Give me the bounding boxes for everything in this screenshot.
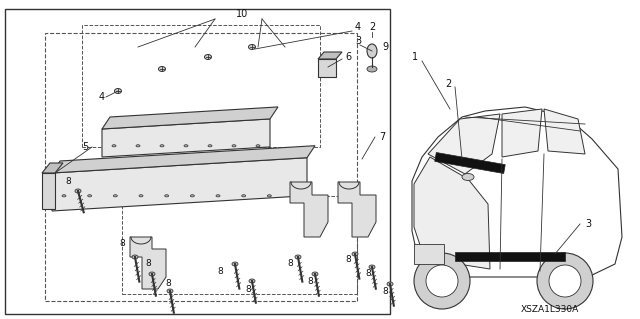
Ellipse shape (208, 145, 212, 147)
Circle shape (549, 265, 581, 297)
Polygon shape (130, 237, 166, 289)
Ellipse shape (248, 44, 255, 49)
Polygon shape (42, 173, 55, 209)
Text: 8: 8 (287, 259, 293, 269)
Polygon shape (318, 59, 336, 77)
Text: 3: 3 (585, 219, 591, 229)
Text: 3: 3 (355, 36, 361, 46)
Ellipse shape (205, 55, 211, 60)
Text: 2: 2 (369, 22, 375, 32)
Text: 8: 8 (65, 176, 71, 186)
FancyBboxPatch shape (5, 9, 390, 314)
Text: 8: 8 (245, 285, 251, 293)
Ellipse shape (184, 145, 188, 147)
Ellipse shape (75, 189, 81, 193)
Text: 4: 4 (99, 92, 105, 102)
Text: 8: 8 (365, 270, 371, 278)
Text: 10: 10 (236, 9, 248, 19)
Ellipse shape (139, 195, 143, 197)
Ellipse shape (268, 195, 271, 197)
Polygon shape (52, 146, 315, 173)
Ellipse shape (159, 66, 166, 71)
FancyBboxPatch shape (414, 244, 444, 264)
Text: 2: 2 (445, 79, 451, 89)
Ellipse shape (256, 145, 260, 147)
Ellipse shape (115, 88, 122, 93)
Ellipse shape (164, 195, 169, 197)
Polygon shape (428, 114, 500, 174)
Circle shape (414, 253, 470, 309)
Ellipse shape (293, 195, 297, 197)
Ellipse shape (312, 272, 318, 276)
Text: 8: 8 (165, 279, 171, 288)
Ellipse shape (113, 195, 117, 197)
Text: 8: 8 (307, 277, 313, 286)
Ellipse shape (216, 195, 220, 197)
Polygon shape (52, 158, 307, 211)
Ellipse shape (232, 262, 238, 266)
Ellipse shape (62, 195, 66, 197)
Ellipse shape (112, 145, 116, 147)
Polygon shape (412, 107, 622, 277)
Ellipse shape (242, 195, 246, 197)
Text: 6: 6 (345, 52, 351, 62)
Text: XSZA1L330A: XSZA1L330A (521, 305, 579, 314)
Ellipse shape (160, 145, 164, 147)
Text: 8: 8 (345, 255, 351, 263)
Polygon shape (435, 152, 505, 174)
Text: 1: 1 (412, 52, 418, 62)
Polygon shape (544, 109, 585, 154)
Polygon shape (102, 107, 278, 129)
Ellipse shape (132, 255, 138, 259)
Ellipse shape (136, 145, 140, 147)
Polygon shape (502, 109, 542, 157)
Polygon shape (102, 119, 270, 157)
Ellipse shape (149, 272, 155, 276)
Circle shape (426, 265, 458, 297)
Ellipse shape (352, 252, 358, 256)
Text: 7: 7 (379, 132, 385, 142)
Polygon shape (414, 157, 490, 269)
Ellipse shape (249, 279, 255, 283)
Text: 9: 9 (382, 42, 388, 52)
Ellipse shape (367, 44, 377, 58)
Ellipse shape (190, 195, 195, 197)
Ellipse shape (88, 195, 92, 197)
Polygon shape (455, 252, 565, 261)
Polygon shape (318, 52, 342, 59)
Ellipse shape (387, 282, 393, 286)
Ellipse shape (295, 255, 301, 259)
Text: 4: 4 (355, 22, 361, 32)
Ellipse shape (369, 265, 375, 269)
Ellipse shape (462, 174, 474, 181)
Circle shape (537, 253, 593, 309)
Text: 8: 8 (119, 240, 125, 249)
Text: 8: 8 (217, 266, 223, 276)
Ellipse shape (367, 66, 377, 72)
Text: 8: 8 (145, 259, 151, 269)
Ellipse shape (167, 289, 173, 293)
Polygon shape (42, 163, 63, 173)
Text: 5: 5 (82, 142, 88, 152)
Polygon shape (290, 182, 328, 237)
Ellipse shape (232, 145, 236, 147)
Polygon shape (338, 182, 376, 237)
Text: 8: 8 (382, 286, 388, 295)
